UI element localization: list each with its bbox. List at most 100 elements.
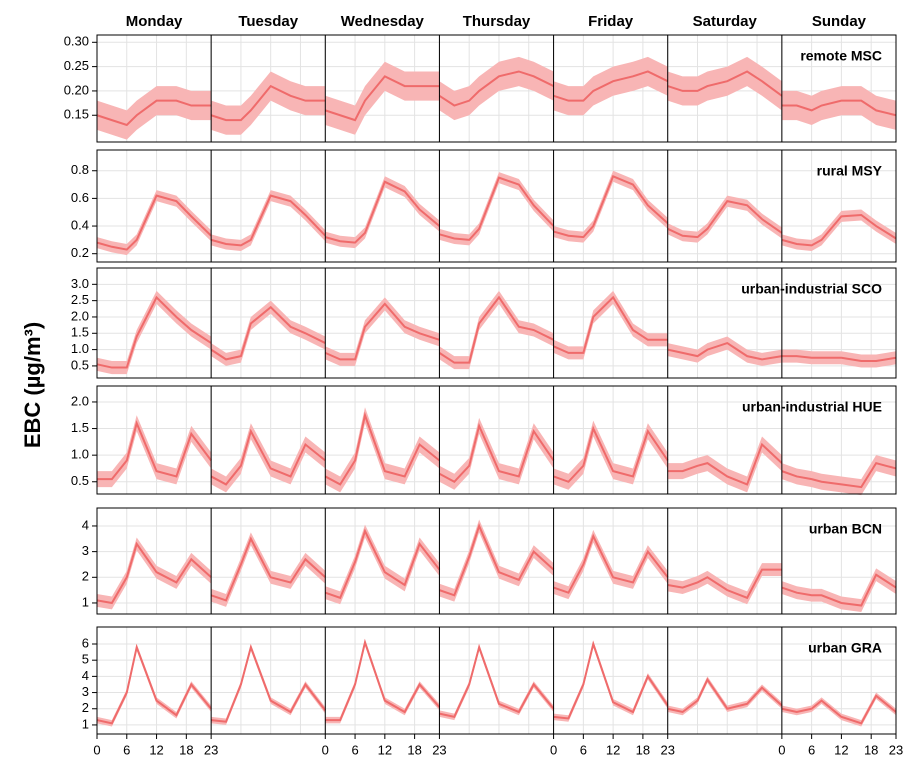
mean-line bbox=[781, 99, 897, 117]
panel-frame bbox=[96, 267, 897, 379]
confidence-band bbox=[439, 519, 554, 602]
confidence-band bbox=[439, 172, 554, 246]
x-tick-label: 0 bbox=[550, 742, 557, 757]
confidence-band bbox=[667, 56, 782, 111]
confidence-band bbox=[781, 568, 896, 612]
mean-line bbox=[438, 70, 555, 107]
y-tick-label: 1 bbox=[82, 594, 89, 609]
confidence-band bbox=[553, 170, 668, 243]
panel-label: rural MSY bbox=[817, 163, 883, 179]
y-tick-label: 3 bbox=[82, 684, 89, 699]
confidence-band bbox=[97, 643, 212, 727]
confidence-band bbox=[553, 420, 668, 490]
y-axis-title: EBC (µg/m³) bbox=[20, 322, 45, 448]
y-tick-label: 0.2 bbox=[71, 245, 89, 260]
y-tick-label: 4 bbox=[82, 517, 89, 532]
x-tick-label: 0 bbox=[322, 742, 329, 757]
mean-line bbox=[210, 194, 327, 247]
y-tick-label: 3 bbox=[82, 543, 89, 558]
mean-line bbox=[667, 70, 783, 97]
panel-label: remote MSC bbox=[800, 48, 882, 64]
x-tick-label: 12 bbox=[378, 742, 392, 757]
y-tick-label: 2.0 bbox=[71, 308, 89, 323]
mean-line bbox=[553, 70, 669, 102]
mean-line bbox=[211, 643, 327, 723]
x-tick-label: 0 bbox=[778, 742, 785, 757]
mean-line bbox=[96, 643, 212, 725]
mean-line bbox=[210, 428, 326, 486]
mean-line bbox=[781, 461, 897, 489]
confidence-band bbox=[553, 290, 668, 360]
panel-frame bbox=[96, 507, 897, 615]
x-tick-label: 6 bbox=[351, 742, 358, 757]
mean-line bbox=[439, 176, 555, 241]
day-label: Saturday bbox=[693, 13, 758, 30]
confidence-band bbox=[211, 643, 326, 725]
panel-frame bbox=[96, 385, 897, 495]
panel-label: urban GRA bbox=[808, 640, 882, 656]
confidence-band bbox=[439, 290, 554, 370]
mean-line bbox=[96, 295, 212, 369]
x-tick-label: 12 bbox=[834, 742, 848, 757]
mean-line bbox=[781, 355, 897, 363]
y-tick-label: 2 bbox=[82, 700, 89, 715]
x-tick-label: 6 bbox=[580, 742, 587, 757]
y-tick-label: 0.5 bbox=[71, 357, 89, 372]
day-label: Wednesday bbox=[341, 13, 425, 30]
y-tick-label: 0.4 bbox=[71, 217, 89, 232]
confidence-band bbox=[325, 639, 440, 724]
panel-label: urban BCN bbox=[809, 521, 882, 537]
x-tick-label: 12 bbox=[606, 742, 620, 757]
mean-line bbox=[210, 305, 326, 361]
y-tick-label: 1.5 bbox=[71, 420, 89, 435]
confidence-band bbox=[211, 190, 326, 251]
mean-line bbox=[210, 84, 326, 122]
mean-line bbox=[324, 75, 440, 122]
y-tick-label: 0.6 bbox=[71, 190, 89, 205]
mean-line bbox=[667, 341, 783, 361]
y-tick-label: 5 bbox=[82, 652, 89, 667]
y-tick-label: 1.0 bbox=[71, 447, 89, 462]
confidence-band bbox=[97, 86, 212, 140]
confidence-band bbox=[439, 417, 554, 490]
confidence-band bbox=[211, 300, 326, 366]
confidence-band bbox=[781, 86, 896, 130]
y-tick-label: 2.5 bbox=[71, 292, 89, 307]
day-label: Sunday bbox=[812, 13, 867, 30]
mean-line bbox=[210, 536, 326, 602]
mean-line bbox=[553, 425, 669, 483]
panel-label: urban-industrial SCO bbox=[741, 281, 882, 297]
mean-line bbox=[325, 180, 441, 244]
y-tick-label: 4 bbox=[82, 668, 89, 683]
x-tick-label: 18 bbox=[636, 742, 650, 757]
panel-label: urban-industrial HUE bbox=[742, 399, 882, 415]
mean-line bbox=[781, 694, 897, 725]
mean-line bbox=[667, 442, 783, 486]
confidence-band bbox=[667, 563, 782, 605]
mean-line bbox=[781, 573, 897, 607]
panel-frame bbox=[96, 626, 897, 735]
confidence-band bbox=[97, 537, 212, 610]
mean-line bbox=[553, 295, 668, 354]
mean-line bbox=[439, 523, 555, 597]
x-tick-label: 12 bbox=[149, 742, 163, 757]
confidence-band bbox=[97, 415, 212, 488]
confidence-band bbox=[97, 290, 212, 375]
mean-line bbox=[96, 541, 212, 605]
x-tick-label: 18 bbox=[407, 742, 421, 757]
y-tick-label: 0.5 bbox=[71, 473, 89, 488]
y-tick-label: 1 bbox=[82, 716, 89, 731]
panel-frame bbox=[96, 149, 897, 263]
x-tick-label: 6 bbox=[123, 742, 130, 757]
y-tick-label: 0.15 bbox=[64, 107, 89, 122]
confidence-band bbox=[325, 407, 440, 493]
mean-line bbox=[97, 420, 212, 481]
confidence-band bbox=[553, 56, 668, 116]
x-tick-label: 18 bbox=[179, 742, 193, 757]
confidence-band bbox=[667, 195, 782, 243]
mean-line bbox=[324, 411, 441, 486]
x-tick-label: 6 bbox=[808, 742, 815, 757]
day-label: Friday bbox=[588, 13, 634, 30]
y-tick-label: 0.25 bbox=[64, 58, 89, 73]
